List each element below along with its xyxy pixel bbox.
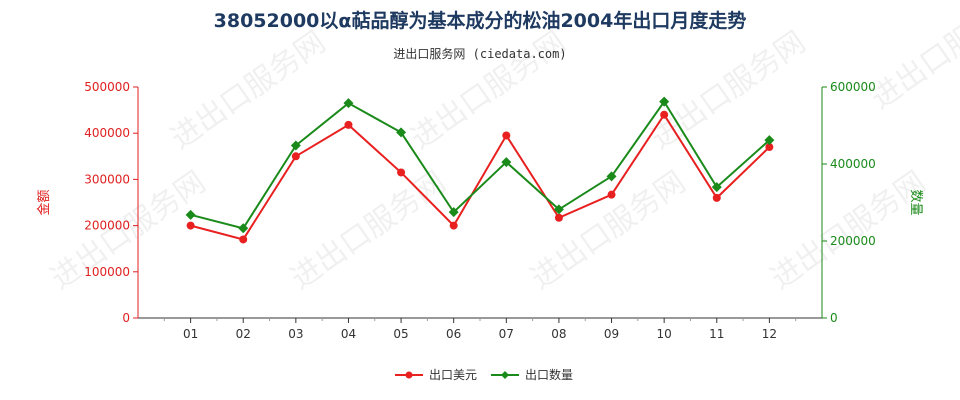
x-tick-label: 05 (393, 327, 408, 341)
data-point-diamond (290, 140, 301, 151)
data-point-diamond (238, 223, 249, 234)
series-line (190, 112, 771, 241)
left-tick-label: 400000 (84, 126, 130, 140)
data-point-diamond (606, 171, 617, 182)
data-point-circle (607, 190, 616, 199)
data-point-circle (554, 213, 563, 222)
data-point-circle (397, 168, 406, 177)
data-point-diamond (396, 127, 407, 138)
x-tick-label: 06 (446, 327, 461, 341)
series-line (190, 99, 771, 230)
right-tick-label: 200000 (830, 234, 876, 248)
data-point-circle (660, 110, 669, 119)
legend: 出口美元 出口数量 (395, 367, 573, 382)
series-layer (185, 96, 775, 244)
data-point-circle (344, 120, 353, 129)
left-tick-label: 100000 (84, 265, 130, 279)
left-tick-label: 300000 (84, 172, 130, 186)
left-tick-label: 200000 (84, 219, 130, 233)
right-tick-label: 600000 (830, 80, 876, 94)
data-point-circle (502, 131, 511, 140)
legend-label: 出口数量 (525, 367, 573, 382)
data-point-circle (765, 143, 774, 152)
right-tick-label: 0 (830, 311, 838, 325)
data-point-diamond (448, 207, 459, 218)
legend-marker (501, 371, 509, 379)
x-tick-label: 11 (709, 327, 724, 341)
right-axis-label: 数量 (908, 189, 923, 215)
chart-title: 38052000以α萜品醇为基本成分的松油2004年出口月度走势 (213, 10, 747, 32)
x-tick-label: 01 (183, 327, 198, 341)
x-tick-label: 04 (341, 327, 356, 341)
left-tick-label: 0 (122, 311, 130, 325)
x-tick-label: 02 (236, 327, 251, 341)
left-tick-label: 500000 (84, 80, 130, 94)
data-point-diamond (553, 204, 564, 215)
x-tick-label: 03 (288, 327, 303, 341)
watermark-text: 进出口服务网 (865, 0, 960, 117)
x-tick-label: 10 (657, 327, 672, 341)
x-tick-label: 09 (604, 327, 619, 341)
x-tick-label: 07 (499, 327, 514, 341)
data-point-circle (291, 152, 300, 161)
x-tick-label: 08 (551, 327, 566, 341)
data-point-circle (186, 221, 195, 230)
data-point-circle (449, 221, 458, 230)
left-axis-label: 金额 (36, 189, 52, 215)
data-point-diamond (185, 209, 196, 220)
data-point-diamond (343, 98, 354, 109)
data-point-circle (712, 193, 721, 202)
data-point-diamond (764, 135, 775, 146)
watermark-text: 进出口服务网 (285, 165, 453, 297)
right-tick-label: 400000 (830, 157, 876, 171)
chart-subtitle: 进出口服务网 (ciedata.com) (393, 47, 567, 61)
data-point-diamond (501, 157, 512, 168)
data-point-circle (239, 235, 248, 244)
x-tick-label: 12 (762, 327, 777, 341)
legend-marker (405, 371, 413, 379)
watermark-text: 进出口服务网 (645, 25, 813, 157)
watermark-text: 进出口服务网 (525, 165, 693, 297)
data-point-diamond (711, 182, 722, 193)
legend-label: 出口美元 (429, 368, 477, 382)
axes: 0 100000 200000 300000 400000 500000 0 200000 40… (36, 80, 923, 341)
data-point-diamond (659, 96, 670, 107)
watermark-text: 进出口服务网 (765, 165, 933, 297)
watermark-text: 进出口服务网 (405, 25, 573, 157)
